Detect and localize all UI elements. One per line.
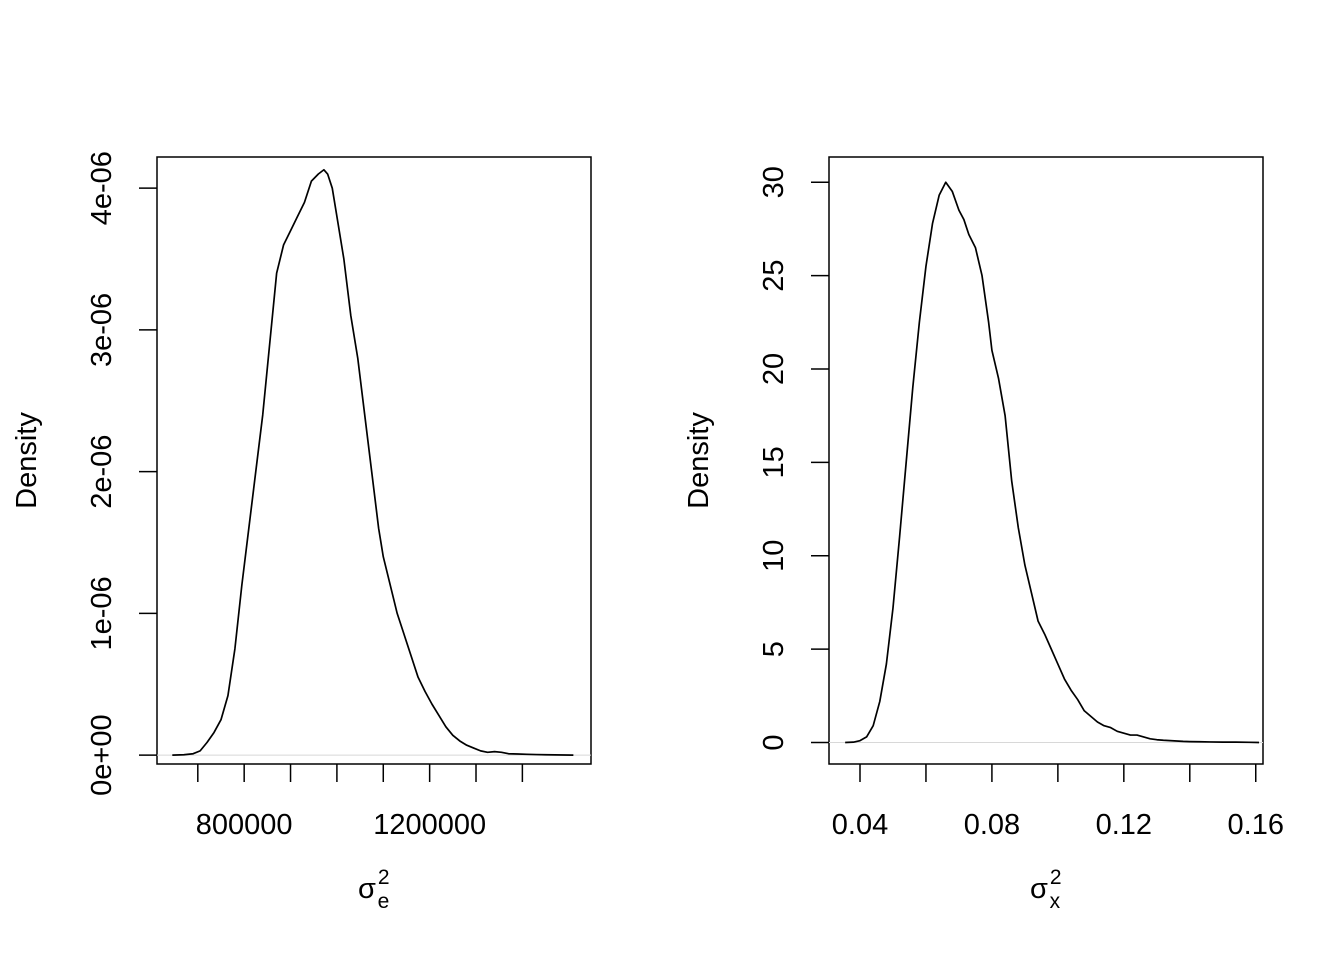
y-tick-label: 5 [758,641,790,657]
x-tick-label: 0.16 [1228,809,1284,841]
chart-panel-2: 0.04 0.08 0.12 0.16 0 5 10 15 20 25 30 Density σ2 x [683,156,1284,913]
y-tick-label: 0 [758,734,790,750]
x-tick-label: 800000 [196,809,293,841]
y-tick-label: 1e-06 [86,576,118,650]
x-tick-label: 1200000 [373,809,486,841]
y-tick-label: 3e-06 [86,293,118,367]
x-axis-title: σ2 x [1030,866,1062,913]
y-tick-label: 2e-06 [86,435,118,509]
y-tick-label: 0e+00 [86,714,118,795]
y-tick-label: 10 [758,540,790,572]
density-curve [845,181,1260,744]
plot-frame [828,156,1264,765]
x-tick-label: 0.04 [832,809,888,841]
y-axis-title: Density [11,412,43,509]
x-tick-label: 0.08 [964,809,1020,841]
y-tick-label: 4e-06 [86,151,118,225]
y-tick-label: 20 [758,353,790,385]
x-axis-title: σ2 e [358,866,390,913]
plot-frame [156,156,592,765]
x-tick-label: 0.12 [1096,809,1152,841]
y-tick-label: 25 [758,259,790,291]
y-axis-title: Density [683,412,715,509]
y-tick-label: 30 [758,166,790,198]
chart-panel-1: 800000 1200000 0e+00 1e-06 2e-06 3e-06 4e-06 De… [11,151,592,913]
density-curve [172,168,574,756]
y-tick-label: 15 [758,446,790,478]
